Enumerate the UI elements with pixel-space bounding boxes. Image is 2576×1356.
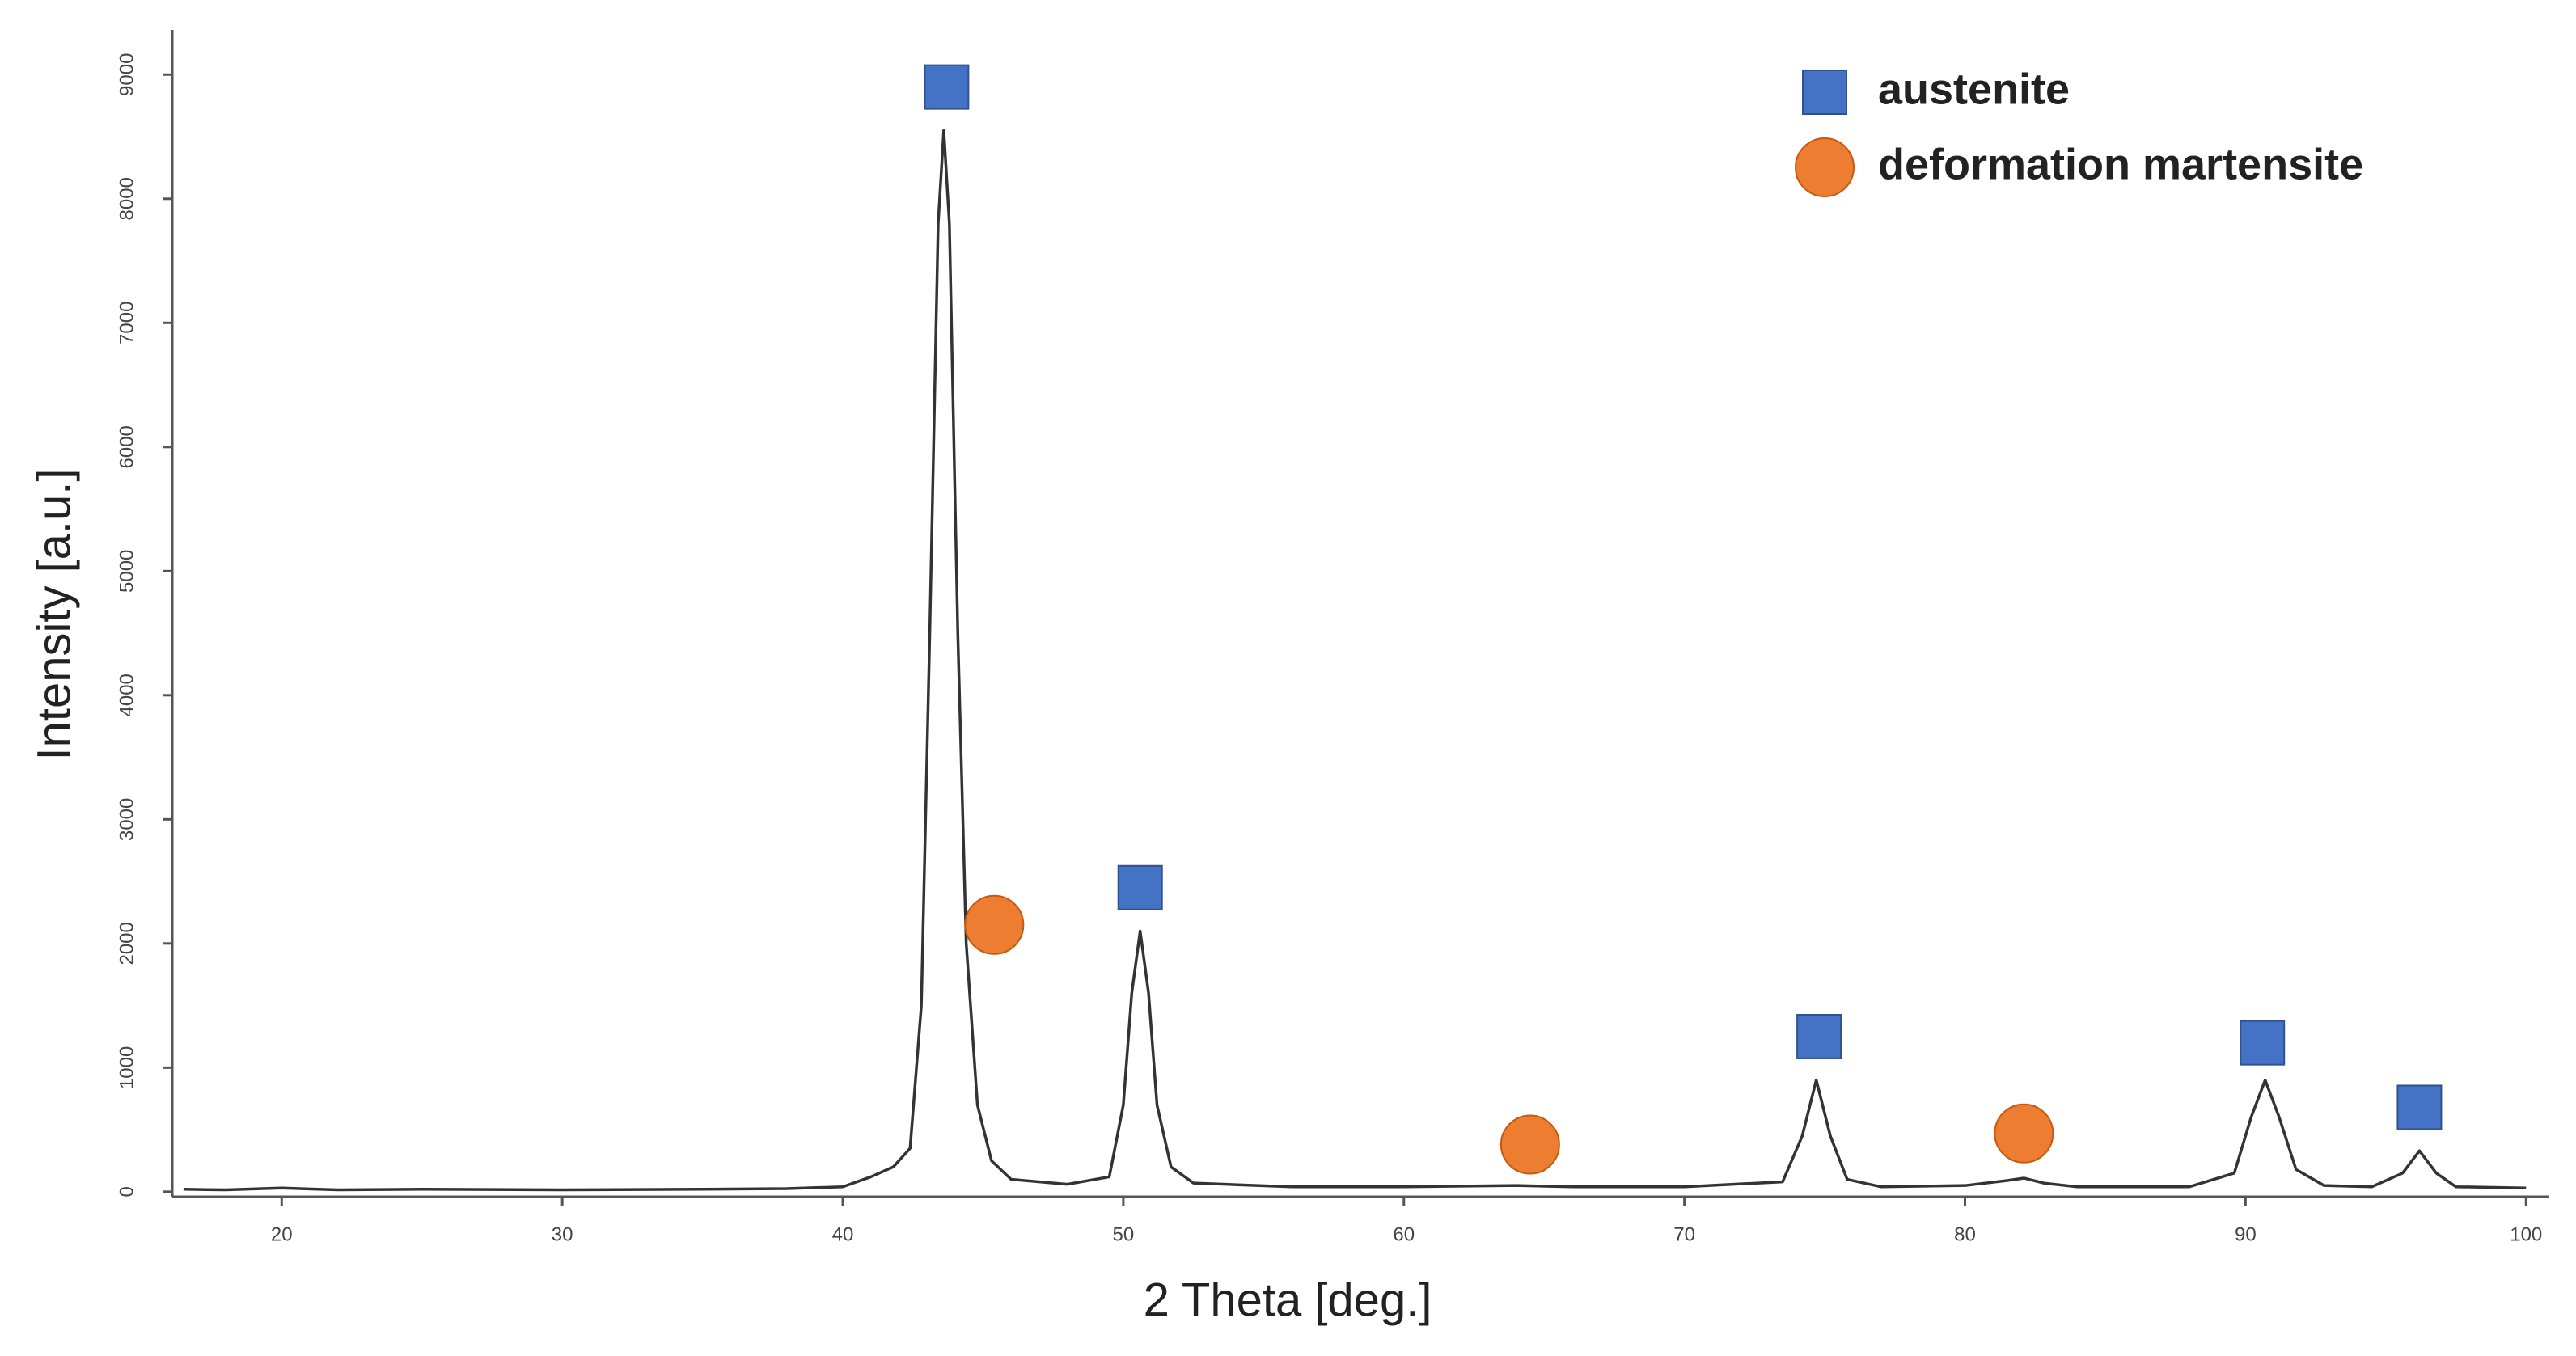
- phase-marker: [1796, 1013, 1842, 1059]
- y-tick-label: 6000: [116, 425, 137, 468]
- x-tick-label: 100: [2510, 1223, 2542, 1245]
- phase-marker: [2396, 1084, 2443, 1130]
- x-tick-label: 40: [832, 1223, 854, 1245]
- x-tick-label: 20: [271, 1223, 293, 1245]
- y-tick-label: 4000: [116, 674, 137, 716]
- legend-symbol: [1802, 70, 1847, 115]
- x-tick-label: 90: [2235, 1223, 2257, 1245]
- x-tick-label: 50: [1113, 1223, 1135, 1245]
- y-tick-label: 0: [116, 1186, 137, 1197]
- y-tick-label: 2000: [116, 922, 137, 965]
- phase-marker: [2240, 1020, 2286, 1066]
- y-tick-label: 3000: [116, 798, 137, 841]
- legend-label: austenite: [1878, 65, 2070, 113]
- y-tick-label: 5000: [116, 550, 137, 593]
- y-tick-label: 1000: [116, 1046, 137, 1089]
- xrd-trace: [183, 129, 2527, 1192]
- y-tick-label: 9000: [116, 53, 137, 96]
- y-tick-label: 8000: [116, 177, 137, 220]
- x-tick-label: 60: [1393, 1223, 1415, 1245]
- x-tick-label: 30: [552, 1223, 573, 1245]
- x-tick-label: 80: [1954, 1223, 1976, 1245]
- phase-marker: [1994, 1103, 2054, 1164]
- phase-marker: [1117, 864, 1163, 910]
- x-tick-label: 70: [1673, 1223, 1695, 1245]
- legend-symbol: [1795, 137, 1855, 197]
- legend-label: deformation martensite: [1878, 140, 2363, 188]
- phase-marker: [964, 894, 1025, 955]
- phase-marker: [1499, 1114, 1560, 1175]
- x-axis-title: 2 Theta [deg.]: [1144, 1274, 1432, 1326]
- y-tick-label: 7000: [116, 302, 137, 344]
- phase-marker: [924, 64, 970, 110]
- y-axis-title: Intensity [a.u.]: [27, 468, 80, 760]
